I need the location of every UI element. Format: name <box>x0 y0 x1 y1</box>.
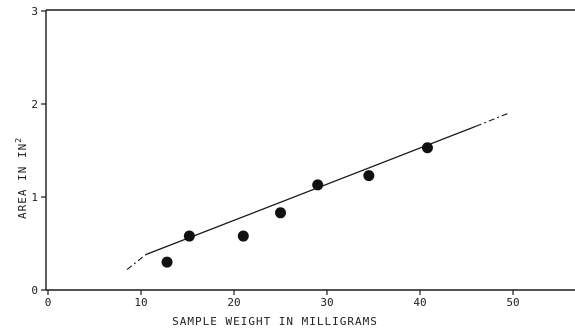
x-axis-title: SAMPLE WEIGHT IN MILLIGRAMS <box>172 315 378 328</box>
x-tick-label: 50 <box>506 296 519 309</box>
x-tick-label: 20 <box>227 296 240 309</box>
x-tick-label: 10 <box>134 296 147 309</box>
fit-line-dashed-upper <box>475 112 509 127</box>
fit-line-group <box>126 112 509 270</box>
data-point <box>275 207 286 219</box>
data-points <box>161 142 433 268</box>
y-axis-title-superscript: 2 <box>14 137 23 143</box>
data-point <box>312 179 324 191</box>
y-tick-label: 2 <box>31 98 38 111</box>
fit-line-dashed-lower <box>126 254 146 270</box>
y-axis-title: AREA IN IN2 <box>14 137 29 219</box>
data-point <box>183 230 195 242</box>
tick-labels: 0 10 20 30 40 50 0 1 2 3 <box>31 5 519 309</box>
x-tick-label: 40 <box>413 296 426 309</box>
fit-line-solid <box>145 125 477 256</box>
y-tick-label: 0 <box>31 284 38 297</box>
y-axis-title-text: AREA IN IN <box>16 143 29 219</box>
y-tick-label: 3 <box>31 5 38 18</box>
y-tick-label: 1 <box>31 191 38 204</box>
axes <box>41 9 575 295</box>
x-tick-label: 30 <box>320 296 333 309</box>
data-point <box>237 230 249 242</box>
data-point <box>363 170 375 182</box>
data-point <box>421 142 433 154</box>
x-tick-label: 0 <box>45 296 52 309</box>
data-point <box>161 256 173 268</box>
